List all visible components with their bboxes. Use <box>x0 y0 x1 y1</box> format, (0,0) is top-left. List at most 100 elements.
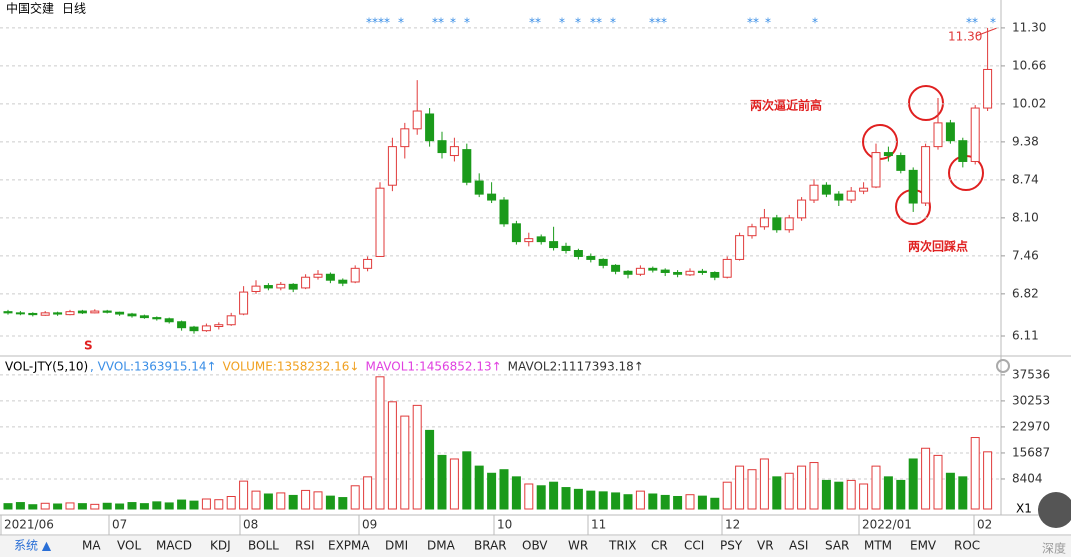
toolbar-item[interactable]: TRIX <box>608 539 636 553</box>
candle-body <box>871 152 881 188</box>
volume-bar <box>784 472 794 510</box>
toolbar-item[interactable]: CR <box>651 539 668 553</box>
volume-bar <box>772 476 782 510</box>
toolbar-item[interactable]: BRAR <box>474 539 507 553</box>
candle-body <box>474 180 484 195</box>
volume-bar <box>561 487 571 510</box>
volume-bar <box>834 481 844 510</box>
candle-body <box>846 190 856 201</box>
volume-bar <box>660 494 670 510</box>
y-tick-label: 15687 <box>1012 445 1050 459</box>
volume-bar <box>350 485 360 510</box>
assist-button[interactable] <box>1038 492 1071 528</box>
toolbar-item[interactable]: CCI <box>684 539 704 553</box>
toolbar-bg <box>0 536 1071 557</box>
signal: ** <box>966 16 978 30</box>
candle-body <box>127 313 137 317</box>
candle-body <box>3 311 13 314</box>
volume-bar <box>325 495 335 510</box>
signal: * <box>559 16 565 30</box>
candle-body <box>201 325 211 332</box>
volume-bar <box>586 490 596 510</box>
candle-body <box>251 285 261 292</box>
toolbar-item[interactable]: EXPMA <box>328 539 370 553</box>
volume-bar <box>412 404 422 510</box>
toolbar-item[interactable]: PSY <box>720 539 743 553</box>
y-tick-label: 11.30 <box>1012 20 1046 34</box>
volume-bar <box>214 499 224 510</box>
volume-bar <box>635 490 645 510</box>
candle-body <box>586 255 596 260</box>
candle-body <box>425 113 435 142</box>
toolbar-item[interactable]: VOL <box>117 539 141 553</box>
signal: ** <box>432 16 444 30</box>
toolbar-item[interactable]: VR <box>757 539 774 553</box>
candle-body <box>350 267 360 283</box>
signal: * <box>398 16 404 30</box>
volume-bar <box>375 376 385 510</box>
toolbar-item[interactable]: OBV <box>522 539 548 553</box>
toolbar-item[interactable]: EMV <box>910 539 937 553</box>
volume-bar <box>697 495 707 510</box>
candle-body <box>152 317 162 320</box>
volume-bar <box>896 479 906 510</box>
volume-bar <box>338 497 348 510</box>
volume-bar <box>449 458 459 510</box>
toolbar-item[interactable]: ROC <box>954 539 980 553</box>
candle-body <box>499 199 509 225</box>
toolbar-item[interactable]: 系统 ▲ <box>14 539 52 553</box>
y-tick-label: 8.10 <box>1012 210 1039 224</box>
signal: * <box>990 16 996 30</box>
volume-bar <box>871 465 881 510</box>
candle-body <box>263 285 273 289</box>
volume-bar <box>623 494 633 510</box>
volume-bar <box>983 451 993 510</box>
volume-bar <box>511 476 521 510</box>
y-tick-label: 7.46 <box>1012 248 1039 262</box>
toolbar-item[interactable]: MA <box>82 539 101 553</box>
volume-bar <box>735 465 745 510</box>
x-tick-label: 02 <box>977 518 992 532</box>
toolbar-item[interactable]: DMI <box>385 539 408 553</box>
volume-bar <box>797 465 807 510</box>
toolbar-item[interactable]: ASI <box>789 539 808 553</box>
volume-bar <box>164 502 174 510</box>
signal: ** <box>529 16 541 30</box>
x-tick-label: 12 <box>725 518 740 532</box>
candle-body <box>462 149 472 183</box>
volume-bar <box>648 493 658 510</box>
candle-body <box>958 140 968 162</box>
toolbar-item[interactable]: SAR <box>825 539 849 553</box>
settings-icon[interactable] <box>996 359 1010 373</box>
candle-body <box>933 122 943 148</box>
x-tick-label: 08 <box>243 518 258 532</box>
toolbar-item[interactable]: DMA <box>427 539 456 553</box>
volume-bar <box>573 488 583 510</box>
candle-body <box>313 273 323 278</box>
max-label: 11.30 <box>948 30 982 44</box>
candle-body <box>896 155 906 171</box>
corner-label: 深度 <box>1042 541 1066 556</box>
signal: * <box>575 16 581 30</box>
toolbar-item[interactable]: RSI <box>295 539 315 553</box>
volume-bar <box>15 502 25 510</box>
candle-body <box>549 241 559 249</box>
signal: * <box>812 16 818 30</box>
toolbar-item[interactable]: MACD <box>156 539 192 553</box>
volume-bar <box>710 497 720 510</box>
toolbar-item[interactable]: WR <box>568 539 588 553</box>
signal: * <box>610 16 616 30</box>
toolbar-item[interactable]: MTM <box>864 539 892 553</box>
volume-bar <box>263 493 273 510</box>
candle-body <box>883 152 893 157</box>
candle-body <box>214 324 224 328</box>
candle-body <box>759 217 769 228</box>
volume-bar <box>102 502 112 510</box>
candle-body <box>239 291 249 315</box>
toolbar-item[interactable]: BOLL <box>248 539 279 553</box>
toolbar-item[interactable]: KDJ <box>210 539 231 553</box>
candle-body <box>970 107 980 162</box>
candle-body <box>784 217 794 231</box>
